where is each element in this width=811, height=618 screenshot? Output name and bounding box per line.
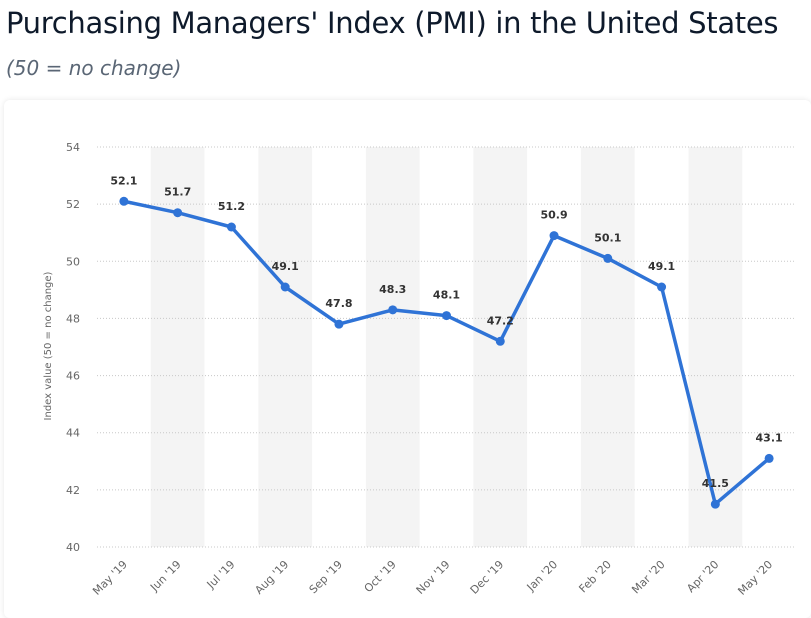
x-axis-ticks: May '19 Jun '19 Jul '19 Aug '19 Sep '19 Oct '… [90, 558, 775, 598]
chart-subtitle: (50 = no change) [6, 56, 182, 80]
y-tick-label: 44 [66, 427, 80, 440]
series-line [122, 199, 771, 506]
data-label: 52.1 [110, 174, 137, 187]
y-tick-label: 52 [66, 198, 80, 211]
chart-title: Purchasing Managers' Index (PMI) in the … [6, 6, 779, 40]
x-tick-label: Jul '19 [204, 558, 238, 592]
x-tick-label: Nov '19 [414, 558, 453, 597]
x-tick-label: Feb '20 [576, 558, 613, 595]
data-point[interactable] [388, 305, 398, 315]
x-tick-label: Oct '19 [362, 558, 399, 595]
data-point[interactable] [549, 231, 559, 241]
x-tick-label: Mar '20 [629, 558, 667, 596]
data-label: 51.2 [218, 200, 245, 213]
y-tick-label: 50 [66, 255, 80, 268]
data-point[interactable] [280, 282, 290, 292]
data-label: 50.9 [540, 209, 567, 222]
x-tick-label: Jan '20 [524, 558, 560, 594]
y-tick-label: 54 [66, 141, 80, 154]
column-band [688, 147, 743, 547]
x-tick-label: Aug '19 [252, 558, 291, 597]
x-tick-label: Jun '19 [147, 558, 184, 595]
data-label: 41.5 [702, 477, 729, 490]
data-point[interactable] [334, 319, 344, 329]
data-point[interactable] [495, 336, 505, 346]
data-points [119, 196, 774, 509]
y-tick-label: 42 [66, 484, 80, 497]
data-label: 48.3 [379, 283, 406, 296]
data-label: 48.1 [433, 289, 460, 302]
y-axis-ticks: 40 42 44 46 48 50 52 54 [66, 141, 80, 554]
data-label: 47.8 [325, 297, 352, 310]
data-point[interactable] [119, 196, 129, 206]
data-label: 51.7 [164, 186, 191, 199]
x-tick-label: May '20 [735, 558, 775, 598]
x-tick-label: May '19 [90, 558, 130, 598]
data-point[interactable] [603, 253, 613, 263]
x-tick-label: Sep '19 [307, 558, 345, 596]
data-label: 49.1 [272, 260, 299, 273]
data-point[interactable] [173, 208, 183, 218]
data-point[interactable] [764, 453, 774, 463]
data-label: 49.1 [648, 260, 675, 273]
data-label: 43.1 [756, 431, 783, 444]
data-label: 50.1 [594, 231, 621, 244]
column-band [365, 147, 420, 547]
column-band [473, 147, 528, 547]
data-point[interactable] [226, 222, 236, 232]
y-tick-label: 48 [66, 312, 80, 325]
gridlines [97, 146, 796, 548]
y-axis-label: Index value (50 = no change) [43, 271, 54, 420]
data-point[interactable] [657, 282, 667, 292]
y-tick-label: 40 [66, 541, 80, 554]
data-point[interactable] [442, 311, 451, 321]
x-tick-label: Apr '20 [684, 558, 721, 595]
column-band [258, 147, 313, 547]
data-label: 47.2 [487, 314, 514, 327]
y-tick-label: 46 [66, 370, 80, 383]
data-point[interactable] [710, 499, 720, 509]
series-pmi [122, 199, 771, 506]
data-labels: 52.1 51.7 51.2 49.1 47.8 48.3 48.1 47.2 50.9 50.1… [110, 174, 782, 490]
x-tick-label: Dec '19 [468, 558, 507, 597]
column-band [580, 147, 635, 547]
